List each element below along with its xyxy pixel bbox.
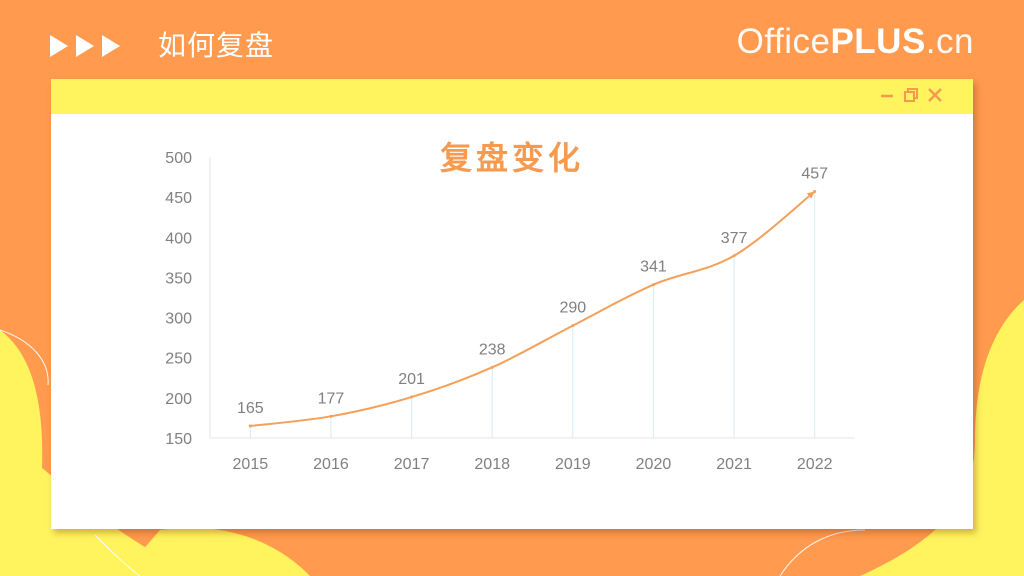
series-line: [248, 190, 817, 428]
data-point: [651, 283, 655, 287]
play-arrow-icon: [50, 35, 68, 57]
data-point: [732, 254, 736, 258]
x-tick-label: 2019: [555, 456, 591, 473]
x-tick-label: 2022: [797, 456, 833, 473]
x-tick-label: 2020: [636, 456, 672, 473]
y-axis: 150 200 250 300 350 400 450 500: [165, 150, 211, 448]
y-tick-label: 400: [165, 230, 192, 247]
data-point: [329, 414, 333, 418]
chart-title: 复盘变化: [439, 139, 584, 177]
data-point: [813, 190, 817, 194]
window-title-bar: [51, 79, 973, 114]
data-label: 177: [318, 390, 345, 407]
brand-logo-bold: PLUS: [830, 22, 926, 61]
page-title: 如何复盘: [158, 29, 275, 62]
data-point: [490, 365, 494, 369]
x-tick-label: 2016: [313, 456, 349, 473]
data-point: [248, 424, 252, 428]
data-labels: 165 177 201 238 290 341 377 457: [237, 166, 828, 417]
data-point: [571, 324, 575, 328]
data-label: 341: [640, 259, 667, 276]
drop-lines: [249, 191, 816, 438]
data-point: [410, 395, 414, 399]
x-axis: 2015 2016 2017 2018 2019 2020 2021 2022: [210, 437, 855, 473]
brand-logo: OfficePLUS.cn: [737, 22, 974, 62]
data-label: 201: [398, 371, 425, 388]
play-arrow-icon: [102, 35, 120, 57]
brand-logo-thin: Office: [736, 22, 831, 61]
minimize-icon[interactable]: [879, 87, 895, 103]
y-tick-label: 350: [165, 270, 192, 287]
x-tick-label: 2018: [474, 456, 510, 473]
chart-window: [51, 79, 973, 529]
play-arrow-icon: [76, 35, 94, 57]
y-tick-label: 200: [165, 391, 192, 408]
data-label: 165: [237, 400, 264, 417]
close-icon[interactable]: [927, 87, 943, 103]
header-arrows: [50, 35, 120, 57]
data-label: 290: [559, 300, 586, 317]
x-tick-label: 2021: [716, 456, 752, 473]
series-path: [250, 190, 816, 427]
brand-logo-suffix: .cn: [925, 22, 974, 61]
x-tick-label: 2015: [233, 456, 269, 473]
y-tick-label: 300: [165, 311, 192, 328]
data-label: 377: [721, 230, 748, 247]
line-arrowhead-icon: [806, 191, 815, 199]
y-tick-label: 150: [165, 431, 192, 448]
x-tick-label: 2017: [394, 456, 430, 473]
window-controls: [879, 87, 943, 103]
data-label: 238: [479, 341, 506, 358]
data-label: 457: [801, 166, 828, 183]
y-tick-label: 250: [165, 351, 192, 368]
y-tick-label: 450: [165, 190, 192, 207]
restore-icon[interactable]: [903, 87, 919, 103]
y-tick-label: 500: [165, 150, 192, 167]
